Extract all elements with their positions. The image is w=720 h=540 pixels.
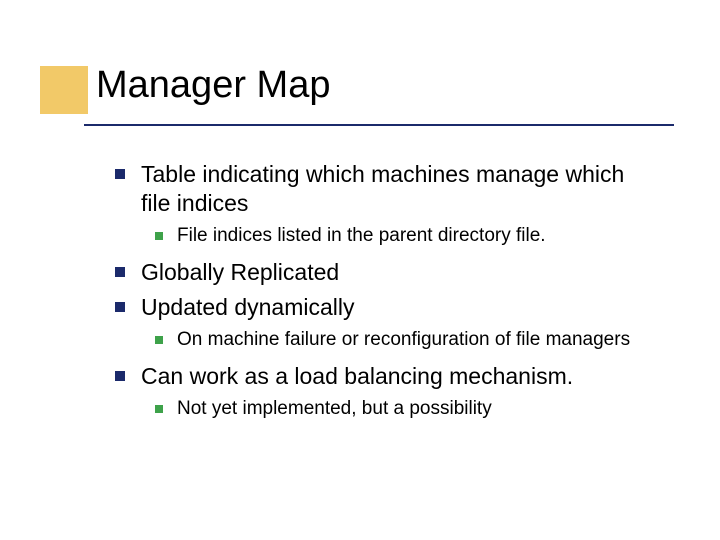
- square-bullet-icon: [155, 405, 163, 413]
- list-item-text: Globally Replicated: [141, 258, 339, 287]
- list-item-text: File indices listed in the parent direct…: [177, 224, 546, 249]
- square-bullet-icon: [115, 371, 125, 381]
- list-item-text: Table indicating which machines manage w…: [141, 160, 655, 218]
- list-item: Table indicating which machines manage w…: [115, 160, 655, 218]
- header-rule: [84, 124, 674, 126]
- square-bullet-icon: [115, 169, 125, 179]
- sub-list: On machine failure or reconfiguration of…: [155, 328, 655, 353]
- sub-list: File indices listed in the parent direct…: [155, 224, 655, 249]
- sub-list: Not yet implemented, but a possibility: [155, 397, 655, 422]
- list-item: File indices listed in the parent direct…: [155, 224, 655, 249]
- list-item: Not yet implemented, but a possibility: [155, 397, 655, 422]
- list-item: Can work as a load balancing mechanism.: [115, 362, 655, 391]
- list-item-text: Not yet implemented, but a possibility: [177, 397, 492, 422]
- slide: Manager Map Table indicating which machi…: [0, 0, 720, 540]
- header: Manager Map: [40, 70, 680, 140]
- square-bullet-icon: [115, 302, 125, 312]
- square-bullet-icon: [155, 336, 163, 344]
- square-bullet-icon: [115, 267, 125, 277]
- list-item: Updated dynamically: [115, 293, 655, 322]
- list-item-text: On machine failure or reconfiguration of…: [177, 328, 630, 353]
- square-bullet-icon: [155, 232, 163, 240]
- list-item-text: Can work as a load balancing mechanism.: [141, 362, 573, 391]
- list-item: Globally Replicated: [115, 258, 655, 287]
- accent-box: [40, 66, 88, 114]
- list-item-text: Updated dynamically: [141, 293, 355, 322]
- list-item: On machine failure or reconfiguration of…: [155, 328, 655, 353]
- content-body: Table indicating which machines manage w…: [115, 160, 655, 432]
- slide-title: Manager Map: [96, 64, 330, 107]
